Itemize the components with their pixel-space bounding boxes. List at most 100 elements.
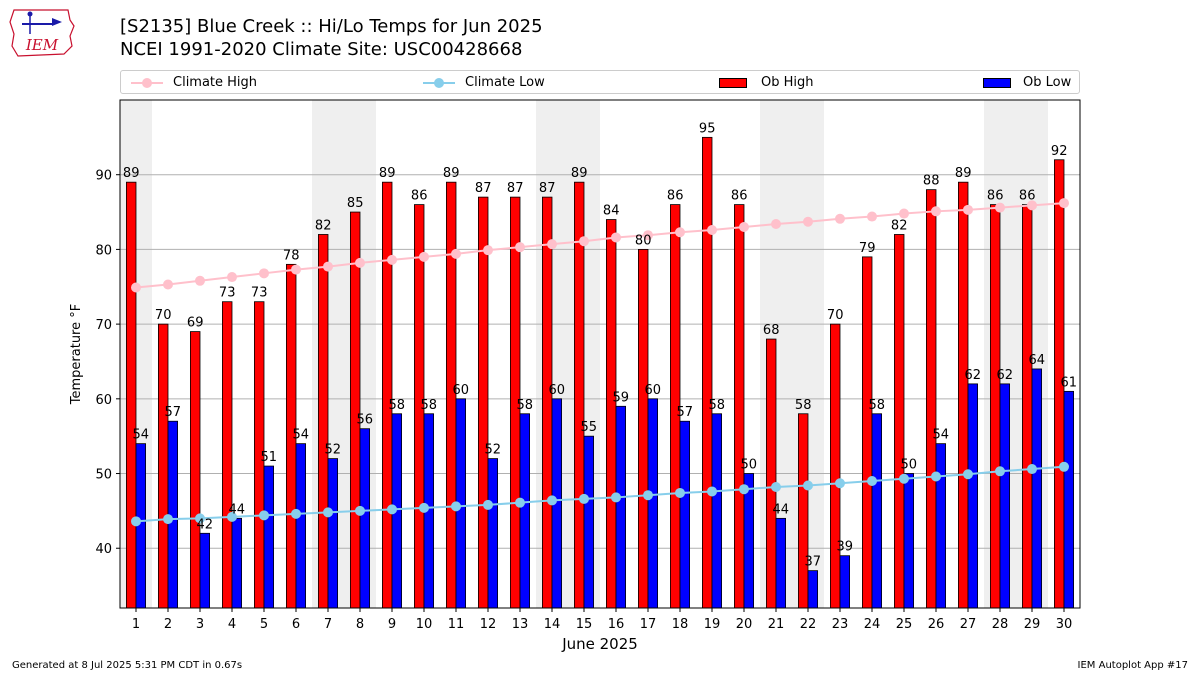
- ob-high-bar: [766, 338, 777, 609]
- plot-frame: [119, 99, 1081, 609]
- x-tick-label: 13: [512, 617, 529, 632]
- ob-high-bar: [381, 181, 393, 609]
- climate-low-point: [611, 492, 621, 503]
- climate-high-point: [323, 261, 333, 272]
- x-tick-label: 11: [448, 617, 465, 632]
- climate-low-point: [291, 508, 301, 519]
- x-tick-label: 27: [960, 617, 977, 632]
- x-tick-label: 3: [196, 617, 204, 632]
- ob-high-bar: [126, 181, 137, 609]
- y-tick-label: 40: [95, 542, 112, 557]
- climate-high-point: [291, 264, 301, 275]
- climate-low-point: [707, 486, 717, 497]
- ob-low-bar: [295, 443, 307, 609]
- x-tick-label: 22: [800, 617, 817, 632]
- x-tick-label: 29: [1024, 617, 1041, 632]
- ob-low-bar: [871, 413, 883, 609]
- ob-high-label: 70: [827, 308, 844, 323]
- climate-low-point: [323, 507, 333, 518]
- climate-low-point: [771, 481, 781, 492]
- climate-low-point: [131, 516, 141, 527]
- ob-low-bar: [807, 570, 819, 609]
- ob-high-label: 89: [955, 166, 972, 181]
- climate-high-point: [355, 257, 365, 268]
- climate-high-point: [867, 211, 877, 222]
- ob-high-label: 70: [155, 308, 172, 323]
- ob-low-label: 58: [517, 398, 534, 413]
- x-tick-label: 2: [164, 617, 172, 632]
- climate-low-point: [675, 487, 685, 498]
- ob-low-label: 54: [293, 428, 310, 443]
- x-tick-label: 18: [672, 617, 689, 632]
- climate-high-point: [163, 279, 173, 290]
- ob-high-label: 87: [539, 181, 556, 196]
- ob-high-label: 58: [795, 398, 812, 413]
- ob-low-bar: [487, 458, 499, 609]
- ob-high-label: 84: [603, 204, 620, 219]
- ob-low-bar: [1063, 390, 1075, 609]
- ob-high-label: 87: [507, 181, 524, 196]
- ob-low-bar: [999, 383, 1011, 609]
- x-tick-label: 7: [324, 617, 332, 632]
- ob-high-bar: [798, 413, 809, 609]
- x-tick-label: 4: [228, 617, 236, 632]
- ob-low-label: 57: [677, 405, 694, 420]
- x-tick-label: 12: [480, 617, 497, 632]
- ob-high-label: 86: [731, 189, 748, 204]
- ob-low-label: 37: [805, 555, 822, 570]
- climate-low-point: [643, 490, 653, 501]
- ob-low-label: 44: [773, 502, 790, 517]
- ob-high-bar: [221, 301, 233, 609]
- climate-low-point: [547, 495, 557, 506]
- climate-low-point: [931, 471, 941, 482]
- ob-high-label: 87: [475, 181, 492, 196]
- climate-high-point: [931, 206, 941, 217]
- climate-low-point: [451, 501, 461, 512]
- ob-high-label: 78: [283, 248, 300, 263]
- ob-high-bar: [894, 234, 905, 609]
- climate-high-point: [899, 208, 909, 219]
- climate-high-point: [611, 232, 621, 243]
- footer-generated: Generated at 8 Jul 2025 5:31 PM CDT in 0…: [12, 660, 243, 671]
- ob-high-bar: [862, 256, 873, 609]
- ob-low-bar: [231, 517, 243, 609]
- ob-high-label: 69: [187, 316, 204, 331]
- climate-low-point: [867, 476, 877, 486]
- x-tick-label: 25: [896, 617, 913, 632]
- climate-low-point: [835, 478, 845, 489]
- climate-low-point: [227, 511, 237, 522]
- climate-high-point: [387, 254, 397, 265]
- climate-low-point: [483, 499, 493, 510]
- climate-high-point: [803, 216, 813, 227]
- ob-low-bar: [199, 532, 211, 609]
- climate-high-line: [135, 202, 1065, 289]
- climate-low-point: [259, 510, 269, 521]
- ob-low-label: 59: [613, 390, 630, 405]
- ob-high-bar: [990, 204, 1001, 609]
- ob-low-label: 62: [997, 368, 1014, 383]
- ob-high-bar: [157, 323, 169, 609]
- ob-low-label: 56: [357, 413, 374, 428]
- ob-low-bar: [839, 555, 851, 609]
- ob-low-label: 44: [229, 502, 246, 517]
- ob-high-label: 79: [859, 241, 876, 256]
- ob-low-label: 42: [197, 517, 214, 532]
- ob-high-label: 73: [251, 286, 268, 301]
- ob-high-label: 89: [571, 166, 588, 181]
- ob-low-bar: [647, 398, 659, 609]
- ob-low-bar: [519, 413, 531, 609]
- legend-label: Climate Low: [465, 75, 545, 90]
- ob-high-label: 82: [891, 218, 908, 233]
- ob-low-bar: [775, 517, 787, 609]
- ob-high-bar: [189, 331, 201, 609]
- ob-high-bar: [477, 196, 489, 609]
- ob-high-label: 95: [699, 121, 716, 136]
- ob-high-label: 86: [1019, 189, 1036, 204]
- ob-high-bar: [702, 136, 713, 609]
- climate-high-point: [547, 239, 557, 250]
- ob-low-label: 58: [421, 398, 438, 413]
- x-tick-label: 10: [416, 617, 433, 632]
- y-tick-label: 80: [95, 243, 112, 258]
- climate-low-point: [803, 480, 813, 491]
